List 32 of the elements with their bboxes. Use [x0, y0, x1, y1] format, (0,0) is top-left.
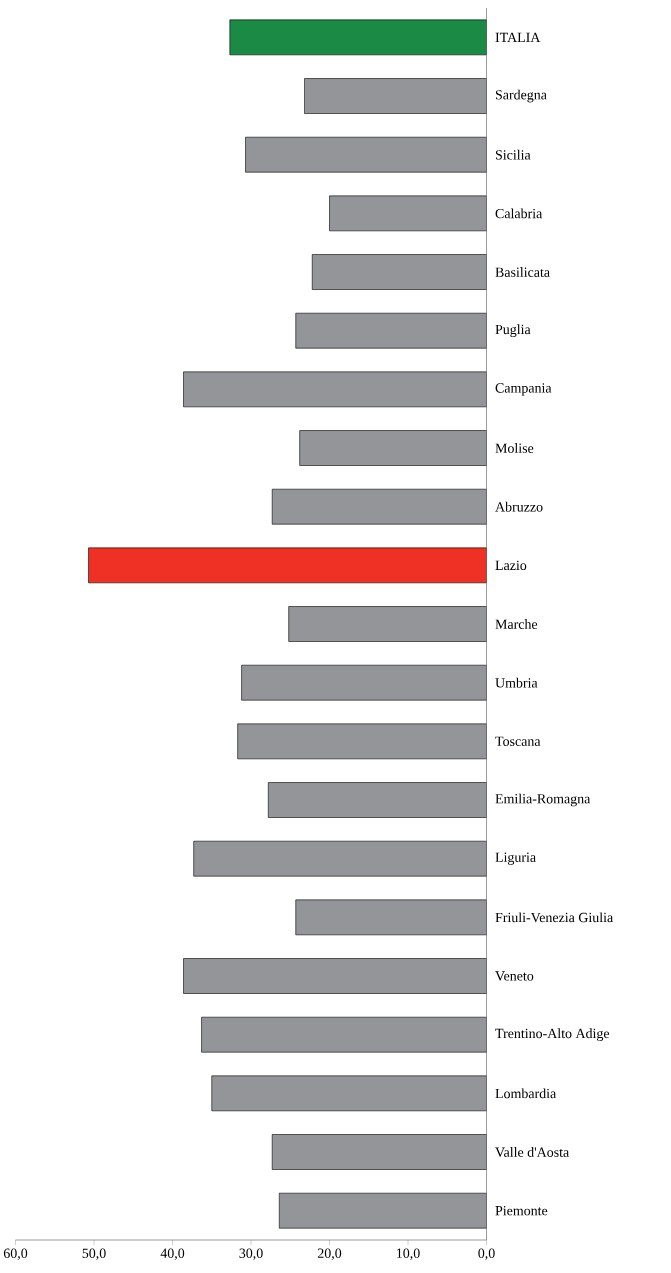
x-tick-label: 50,0 — [82, 1248, 106, 1260]
bar — [288, 606, 487, 642]
bar — [183, 958, 487, 994]
y-tick-label: Liguria — [495, 852, 537, 865]
bar — [299, 430, 487, 466]
x-tick-label: 40,0 — [160, 1248, 185, 1260]
y-tick-label: Sardegna — [496, 89, 547, 103]
x-tick-label: 20,0 — [318, 1248, 342, 1260]
y-tick-label: Umbria — [495, 677, 538, 688]
y-tick-label: Emilia-Romagna — [495, 793, 591, 807]
y-tick-label: Calabria — [495, 208, 543, 219]
y-tick-label: Sicilia — [496, 149, 531, 160]
y-tick-label: Veneto — [495, 971, 534, 981]
x-tick-label: 30,0 — [239, 1248, 263, 1260]
x-tick-label: 0,0 — [478, 1248, 495, 1260]
x-tick-label: 10,0 — [397, 1248, 420, 1260]
bar — [304, 78, 487, 114]
y-tick-label: Lazio — [495, 560, 527, 571]
y-tick-label: Trentino-Alto Adige — [495, 1028, 610, 1042]
x-tick-label: 60,0 — [4, 1248, 28, 1260]
y-tick-label: Valle d'Aosta — [495, 1147, 570, 1157]
y-tick-label: Toscana — [495, 736, 541, 746]
y-tick-label: Molise — [495, 443, 534, 453]
y-tick-label: Campania — [495, 383, 552, 396]
y-tick-label: Lombardia — [495, 1088, 557, 1099]
y-tick-label: Marche — [495, 619, 538, 629]
y-tick-label: Piemonte — [495, 1205, 548, 1216]
y-tick-label: ITALIA — [495, 32, 541, 42]
y-tick-label: Abruzzo — [495, 501, 543, 512]
y-tick-label: Puglia — [495, 324, 531, 338]
y-tick-label: Basilicata — [495, 267, 551, 277]
y-tick-label: Friuli-Venezia Giulia — [495, 912, 614, 923]
